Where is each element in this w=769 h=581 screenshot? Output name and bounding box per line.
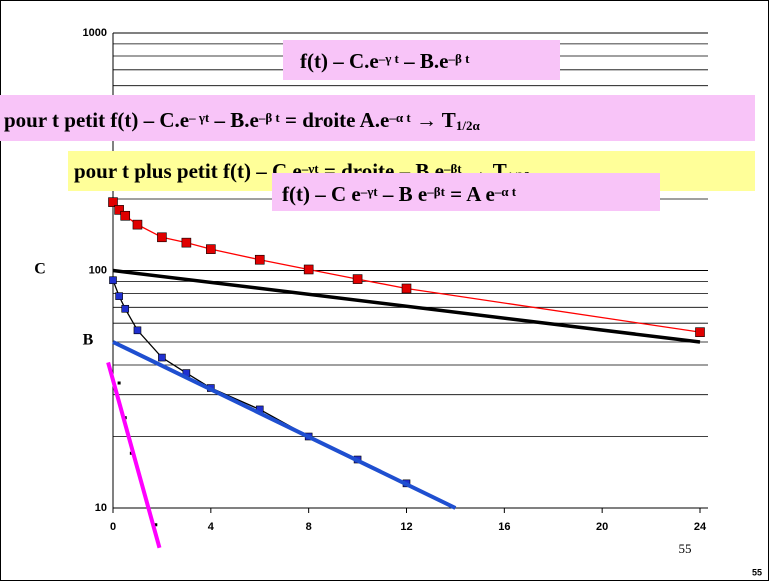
- data-point: [121, 304, 130, 313]
- superscript: – γt: [188, 110, 210, 125]
- data-point: [117, 381, 121, 385]
- superscript: –βt: [443, 161, 462, 176]
- formula-part: → T: [411, 108, 456, 132]
- data-point: [158, 353, 166, 362]
- x-tick-label: 20: [596, 521, 608, 533]
- data-point: [154, 523, 158, 527]
- annotation-text: f(t) – C e–γt – B e–βt = A e–α t: [282, 182, 517, 206]
- data-point: [115, 292, 123, 300]
- y-tick-label: 10: [95, 502, 107, 514]
- data-point: [181, 237, 192, 248]
- x-tick-label: 12: [400, 521, 412, 533]
- formula-part: = A e: [445, 182, 495, 206]
- superscript: –α t: [494, 184, 517, 199]
- series-line: [112, 340, 457, 510]
- data-point: [352, 274, 363, 284]
- superscript: –γ t: [378, 51, 400, 66]
- formula-part: – B.e: [399, 49, 449, 73]
- data-point: [401, 283, 412, 294]
- y-tick-label: 1000: [83, 27, 107, 39]
- annotation-text: pour t petit f(t) – C.e– γt – B.e–β t = …: [4, 108, 480, 133]
- superscript: –β t: [258, 110, 281, 125]
- data-point: [109, 276, 117, 285]
- superscript: –γt: [301, 161, 320, 176]
- x-tick-label: 8: [306, 521, 312, 533]
- page-number: 55: [752, 567, 762, 577]
- superscript: –βt: [426, 184, 445, 199]
- y-tick-label: 100: [89, 264, 107, 276]
- formula-part: – B.e: [209, 108, 259, 132]
- annotation-box: [272, 173, 660, 211]
- subscript: 1/2α: [456, 118, 481, 133]
- series-line: [112, 268, 701, 344]
- page-number: 55: [679, 541, 692, 556]
- annotation-box: [283, 40, 560, 80]
- data-point: [254, 254, 265, 265]
- annotation-text: f(t) – C.e–γ t – B.e–β t: [300, 49, 470, 73]
- series-line: [106, 361, 162, 549]
- data-point: [157, 232, 167, 243]
- data-point: [108, 197, 118, 207]
- data-point: [303, 264, 314, 275]
- formula-part: pour t petit f(t) – C.e: [4, 108, 189, 132]
- x-tick-label: 4: [208, 521, 215, 533]
- superscript: –α t: [388, 110, 411, 125]
- data-point: [133, 326, 142, 335]
- formula-part: pour t plus petit f(t) – C.e: [74, 159, 302, 183]
- formula-part: = droite A.e: [280, 108, 390, 132]
- data-point: [120, 210, 131, 221]
- formula-part: f(t) – C e: [282, 182, 361, 206]
- data-point: [206, 244, 216, 254]
- x-tick-label: 0: [110, 521, 116, 533]
- data-point: [695, 327, 705, 337]
- data-point: [132, 219, 143, 230]
- annotation-box: [0, 95, 755, 141]
- superscript: –β t: [447, 51, 470, 66]
- x-tick-label: 16: [498, 521, 510, 533]
- axis-letter: B: [83, 332, 94, 349]
- data-point: [114, 205, 124, 215]
- superscript: –γt: [360, 184, 379, 199]
- x-tick-label: 24: [694, 521, 707, 533]
- formula-part: f(t) – C.e: [300, 49, 379, 73]
- formula-part: – B e: [378, 182, 428, 206]
- axis-letter: C: [34, 261, 46, 278]
